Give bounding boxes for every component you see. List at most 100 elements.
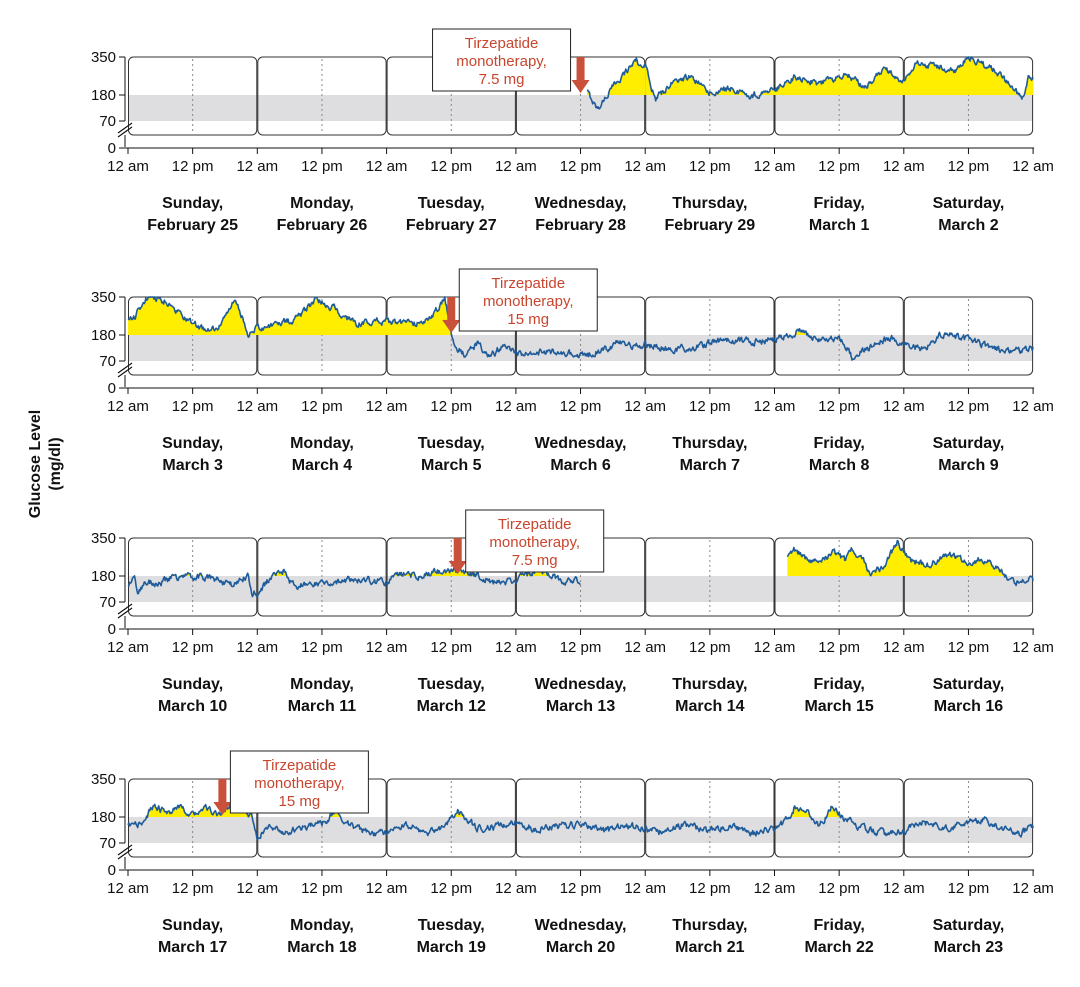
x-tick-label: 12 am	[754, 398, 796, 415]
x-tick-label: 12 pm	[689, 880, 731, 897]
x-tick-label: 12 am	[754, 639, 796, 656]
x-tick-label: 12 am	[107, 880, 149, 897]
dose-arrow-head	[571, 80, 590, 93]
x-tick-label: 12 pm	[430, 639, 472, 656]
x-tick-label: 12 am	[883, 398, 925, 415]
x-tick-label: 12 pm	[948, 158, 990, 175]
day-label-weekday: Monday,	[290, 917, 354, 934]
day-label-date: March 11	[288, 698, 357, 715]
day-label-date: February 27	[406, 217, 497, 234]
glucose-trace	[127, 566, 581, 598]
annotation-box	[465, 509, 605, 573]
x-tick-label: 12 pm	[948, 398, 990, 415]
day-box	[645, 56, 775, 136]
y-tick-label: 350	[91, 49, 116, 66]
y-tick-label: 0	[108, 380, 116, 397]
day-box	[386, 537, 516, 617]
dose-arrow-shaft	[576, 57, 585, 81]
x-tick-label: 12 am	[107, 398, 149, 415]
dose-arrow-shaft	[453, 538, 462, 562]
day-label-date: March 18	[287, 939, 356, 956]
axis-break-mark	[117, 844, 133, 856]
x-tick-label: 12 pm	[172, 639, 214, 656]
day-label-weekday: Tuesday,	[418, 435, 485, 452]
x-tick-label: 12 am	[624, 880, 666, 897]
day-label-date: March 9	[938, 457, 999, 474]
x-tick-label: 12 pm	[689, 158, 731, 175]
day-label-date: March 19	[417, 939, 486, 956]
annotation-text: 15 mg	[507, 311, 549, 328]
axis-break-mark	[117, 607, 133, 619]
target-range-band	[128, 95, 1034, 121]
x-tick-label: 12 pm	[301, 639, 343, 656]
day-label-date: February 26	[277, 217, 368, 234]
day-box	[128, 778, 258, 858]
annotation-text: Tirzepatide	[263, 757, 337, 774]
annotation-box	[458, 268, 598, 332]
day-label-date: March 7	[680, 457, 741, 474]
y-tick-label: 350	[91, 771, 116, 788]
day-label-weekday: Wednesday,	[535, 676, 627, 693]
annotation-text: 7.5 mg	[512, 552, 558, 569]
x-tick-label: 12 pm	[560, 639, 602, 656]
day-box	[645, 778, 775, 858]
day-box	[774, 296, 904, 376]
glucose-trace	[127, 296, 1034, 361]
x-tick-label: 12 pm	[560, 398, 602, 415]
x-tick-label: 12 am	[495, 639, 537, 656]
x-tick-label: 12 am	[236, 158, 278, 175]
y-tick-label: 350	[91, 289, 116, 306]
annotation-text: Tirzepatide	[491, 275, 565, 292]
day-label-weekday: Saturday,	[933, 917, 1005, 934]
annotation-text: 7.5 mg	[479, 71, 525, 88]
day-label-date: February 29	[664, 217, 755, 234]
day-box	[903, 296, 1034, 376]
x-tick-label: 12 am	[883, 880, 925, 897]
y-tick-label: 70	[99, 113, 116, 130]
day-box	[128, 537, 258, 617]
axis-break-mark	[117, 603, 133, 615]
x-tick-label: 12 am	[495, 158, 537, 175]
day-label-date: March 2	[938, 217, 999, 234]
x-tick-label: 12 pm	[560, 158, 602, 175]
day-label-weekday: Saturday,	[933, 195, 1005, 212]
x-tick-label: 12 pm	[172, 880, 214, 897]
x-tick-label: 12 pm	[818, 398, 860, 415]
x-tick-label: 12 pm	[430, 398, 472, 415]
y-tick-label: 70	[99, 835, 116, 852]
day-label-weekday: Sunday,	[162, 676, 223, 693]
dose-arrow-shaft	[447, 297, 456, 321]
day-label-weekday: Tuesday,	[418, 676, 485, 693]
day-box	[128, 296, 258, 376]
x-tick-label: 12 am	[1012, 639, 1054, 656]
annotation-text: Tirzepatide	[465, 35, 539, 52]
dose-arrow-head	[213, 802, 232, 815]
day-label-weekday: Friday,	[814, 195, 865, 212]
day-box	[515, 778, 646, 858]
day-label-weekday: Tuesday,	[418, 917, 485, 934]
y-tick-label: 180	[91, 809, 116, 826]
day-box	[386, 778, 516, 858]
glucose-trace	[586, 57, 646, 110]
x-tick-label: 12 am	[236, 639, 278, 656]
x-tick-label: 12 pm	[818, 158, 860, 175]
day-box	[645, 537, 775, 617]
x-tick-label: 12 am	[1012, 880, 1054, 897]
day-label-weekday: Sunday,	[162, 195, 223, 212]
glucose-trace	[644, 56, 1034, 102]
day-label-date: March 23	[934, 939, 1003, 956]
day-box	[257, 56, 387, 136]
x-tick-label: 12 am	[624, 158, 666, 175]
day-label-weekday: Friday,	[814, 435, 865, 452]
x-tick-label: 12 pm	[818, 639, 860, 656]
x-tick-label: 12 am	[883, 158, 925, 175]
day-box	[774, 778, 904, 858]
day-label-date: February 28	[535, 217, 626, 234]
axis-break-mark	[117, 848, 133, 860]
day-label-weekday: Thursday,	[672, 195, 747, 212]
x-tick-label: 12 am	[754, 158, 796, 175]
annotation-text: Tirzepatide	[498, 516, 572, 533]
